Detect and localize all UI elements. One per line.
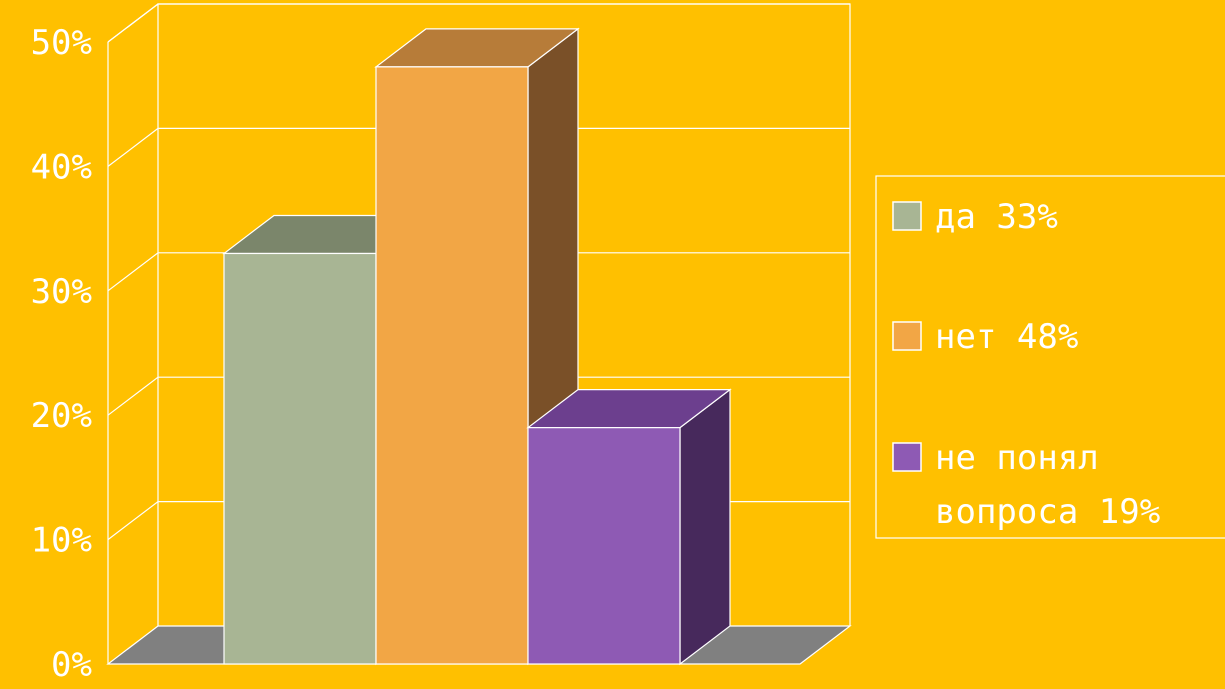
bar-front — [375, 66, 529, 665]
y-tick-label: 40% — [31, 147, 92, 187]
legend-swatch — [892, 442, 922, 472]
gridline — [107, 376, 850, 416]
legend-label: нет 48% — [935, 317, 1078, 357]
y-tick-label: 50% — [31, 23, 92, 63]
bar-front — [223, 252, 377, 665]
legend-label: да 33% — [935, 197, 1058, 237]
legend-label: не понял — [935, 438, 1099, 478]
bar — [526, 388, 732, 666]
y-tick-label: 10% — [31, 521, 92, 561]
bars — [222, 27, 732, 666]
legend-swatch — [892, 321, 922, 351]
gridline — [107, 3, 850, 43]
gridline — [107, 252, 850, 292]
bar-side — [679, 388, 731, 666]
legend-box — [875, 175, 1225, 539]
y-tick-label: 20% — [31, 396, 92, 436]
legend-label: вопроса 19% — [935, 492, 1160, 532]
gridline — [107, 127, 850, 167]
legend: да 33% нет 48% не понял вопроса 19% — [875, 175, 1225, 539]
bar-front — [527, 427, 681, 665]
y-tick-label: 0% — [51, 645, 92, 685]
legend-swatch — [892, 201, 922, 231]
legend-item: да 33% — [892, 197, 1058, 237]
legend-item: нет 48% — [892, 317, 1078, 357]
y-axis-ticks: 0% 10% 20% 30% 40% 50% — [31, 23, 92, 685]
y-tick-label: 30% — [31, 272, 92, 312]
legend-item: не понял вопроса 19% — [892, 438, 1160, 532]
